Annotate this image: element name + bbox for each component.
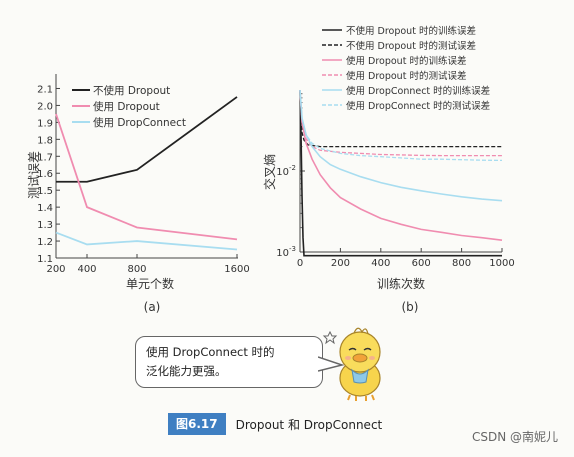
b-legend-label-1: 不使用 Dropout 时的训练误差 [346, 25, 476, 37]
b-x-tick-label: 200 [331, 258, 350, 269]
b-panel-label: (b) [402, 300, 419, 314]
b-y-tick-label: 10-3 [276, 245, 296, 259]
a-y-tick-label: 1.5 [37, 186, 53, 197]
b-x-tick-label: 0 [297, 258, 303, 269]
a-x-tick-label: 1600 [224, 264, 249, 275]
a-legend-label-3: 使用 DropConnect [93, 116, 186, 129]
b-series-line-3 [299, 89, 503, 241]
b-y-axis-label: 交叉熵 [262, 154, 277, 190]
a-series-line-1 [56, 96, 238, 183]
b-series-line-1 [299, 89, 502, 257]
chick-mascot-icon [322, 327, 381, 401]
a-legend-label-1: 不使用 Dropout [93, 84, 170, 97]
b-legend-label-4: 使用 Dropout 时的测试误差 [346, 70, 466, 82]
b-x-tick-label: 800 [452, 258, 471, 269]
b-x-tick-label: 600 [412, 258, 431, 269]
a-y-tick-label: 1.6 [37, 169, 53, 180]
a-panel-label: (a) [144, 300, 161, 314]
a-x-tick-label: 200 [46, 264, 65, 275]
a-y-tick-label: 1.4 [37, 203, 53, 214]
speech-bubble: 使用 DropConnect 时的 泛化能力更强。 [135, 336, 323, 388]
a-series-line-2 [55, 113, 238, 241]
a-series-line-3 [55, 231, 238, 251]
a-x-axis-label: 单元个数 [126, 276, 174, 291]
b-legend-label-5: 使用 DropConnect 时的训练误差 [346, 85, 490, 97]
b-series-line-2 [299, 89, 502, 148]
a-y-tick-label: 1.9 [37, 118, 53, 129]
chart-a: 1.1 1.2 1.3 1.4 1.5 1.6 1.7 1.8 1.9 2.0 2.1 200 400 8… [26, 74, 250, 314]
speech-line-1: 使用 DropConnect 时的 [146, 345, 275, 359]
watermark: CSDN @南妮儿 [471, 430, 558, 444]
a-y-tick-label: 2.0 [37, 101, 53, 112]
a-y-tick-label: 1.3 [37, 220, 53, 231]
figure-caption: 图6.17 Dropout 和 DropConnect [168, 413, 382, 435]
chart-b: 0 200 400 600 800 1000 10-3 10-2 训练次数 交叉熵 (b) 不使用 D… [262, 25, 515, 314]
b-legend-label-3: 使用 Dropout 时的训练误差 [346, 55, 466, 67]
b-series-line-4 [299, 89, 502, 157]
a-y-tick-label: 1.8 [37, 135, 53, 146]
b-x-tick-label: 400 [371, 258, 390, 269]
b-legend-label-2: 不使用 Dropout 时的测试误差 [346, 40, 476, 52]
a-x-tick-label: 800 [127, 264, 146, 275]
speech-line-2: 泛化能力更强。 [146, 364, 227, 378]
b-series-line-6 [299, 89, 503, 162]
a-y-tick-label: 1.7 [37, 152, 53, 163]
b-x-axis-label: 训练次数 [377, 276, 425, 291]
a-y-tick-label: 1.2 [37, 237, 53, 248]
b-y-tick-label: 10-2 [276, 164, 296, 178]
b-x-tick-label: 1000 [489, 258, 514, 269]
figure-number-badge: 图6.17 [168, 413, 226, 435]
speech-bubble-tail [318, 356, 344, 372]
a-y-tick-label: 1.1 [37, 254, 53, 265]
a-x-tick-label: 400 [77, 264, 96, 275]
a-y-axis-label: 测试误差 [26, 151, 41, 199]
b-legend-label-6: 使用 DropConnect 时的测试误差 [346, 100, 490, 112]
figure-caption-text: Dropout 和 DropConnect [235, 417, 383, 432]
a-legend-label-2: 使用 Dropout [93, 100, 160, 113]
a-y-tick-label: 2.1 [37, 84, 53, 95]
